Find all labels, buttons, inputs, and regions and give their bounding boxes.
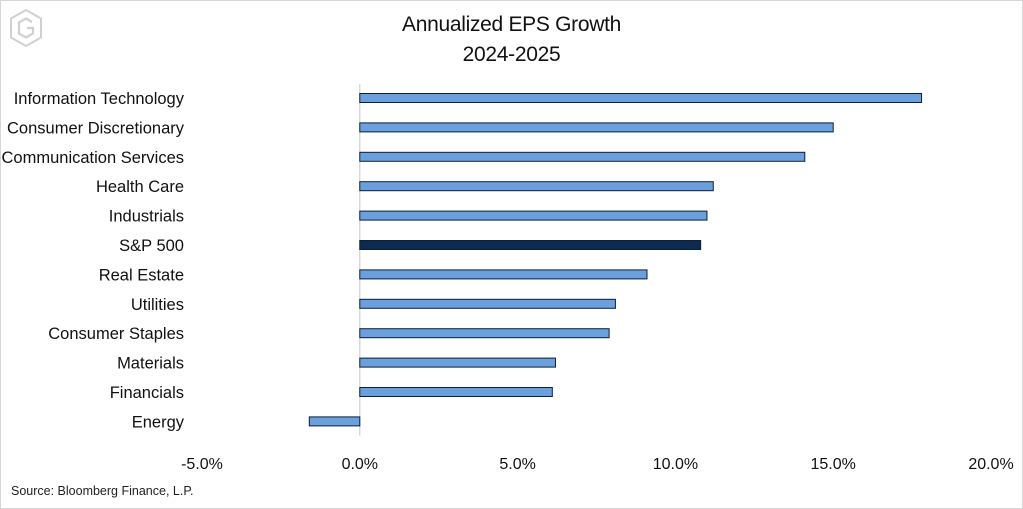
category-label: Energy (132, 413, 185, 431)
chart-subtitle: 2024-2025 (462, 43, 561, 66)
category-label: Utilities (131, 296, 184, 314)
category-label: Industrials (109, 208, 184, 226)
category-label: Materials (117, 355, 184, 373)
bar-chart: Information Technology Consumer Discretio… (2, 84, 1014, 473)
category-label: Real Estate (99, 266, 184, 284)
category-label: Information Technology (14, 90, 185, 108)
bar (359, 151, 806, 162)
brand-logo-icon (10, 9, 42, 47)
bar (359, 122, 834, 133)
bar (359, 269, 648, 280)
category-label: Financials (110, 384, 184, 402)
bar (359, 328, 610, 339)
bar (359, 298, 616, 309)
category-label: Consumer Discretionary (7, 119, 185, 137)
x-tick-label: 10.0% (653, 456, 698, 473)
bar (359, 240, 702, 250)
x-tick-label: 20.0% (968, 456, 1013, 473)
x-tick-label: 15.0% (811, 456, 856, 473)
bar (359, 357, 556, 368)
bar (359, 181, 714, 192)
x-tick-label: 0.0% (342, 456, 378, 473)
bar (359, 210, 708, 221)
category-label: S&P 500 (119, 237, 184, 255)
x-tick-label: -5.0% (181, 456, 223, 473)
bar (308, 416, 361, 427)
source-note: Source: Bloomberg Finance, L.P. (11, 484, 194, 498)
chart-title: Annualized EPS Growth (402, 13, 621, 36)
bar (359, 387, 553, 397)
category-label: Health Care (96, 178, 184, 196)
category-label: Communication Services (2, 149, 184, 167)
x-tick-label: 5.0% (499, 456, 535, 473)
bar (359, 93, 923, 103)
category-label: Consumer Staples (48, 325, 184, 343)
